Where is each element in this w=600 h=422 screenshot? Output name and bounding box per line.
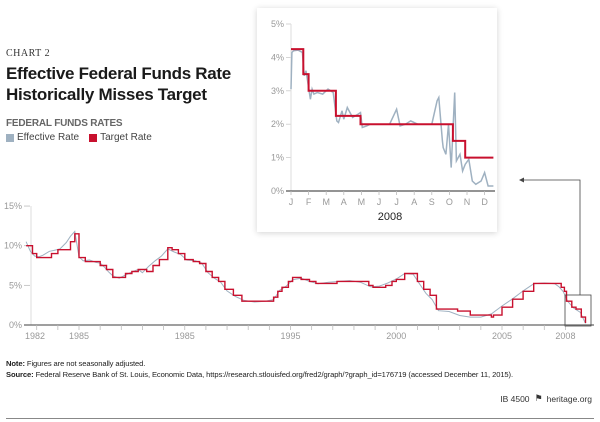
- source-line: Source: Federal Reserve Bank of St. Loui…: [6, 370, 513, 381]
- inset-y-tick-label: 4%: [271, 52, 284, 62]
- inset-x-tick-label: D: [481, 197, 488, 207]
- inset-x-tick-label: O: [446, 197, 453, 207]
- liberty-bell-icon: ⚑: [534, 393, 543, 403]
- chart-title: Effective Federal Funds Rate Historicall…: [6, 63, 231, 105]
- main-target-rate-line: [26, 233, 587, 323]
- inset-y-tick-label: 2%: [271, 119, 284, 129]
- main-x-tick-label: 2000: [386, 331, 406, 341]
- inset-chart-axes: 0%1%2%3%4%5%J F M A M J J A S O N D: [271, 19, 495, 207]
- inset-chart-2008: 0%1%2%3%4%5%J F M A M J J A S O N D 2008: [271, 19, 495, 223]
- connector-line: [523, 179, 581, 295]
- note-text: Figures are not seasonally adjusted.: [24, 359, 146, 368]
- inset-x-tick-label: J: [394, 197, 399, 207]
- main-y-tick-label: 0%: [9, 320, 22, 330]
- legend-label-effective: Effective Rate: [17, 132, 80, 143]
- inset-y-tick-label: 5%: [271, 19, 284, 29]
- main-effective-rate-line: [25, 230, 586, 324]
- note-label: Note:: [6, 359, 25, 368]
- note-line: Note: Figures are not seasonally adjuste…: [6, 359, 513, 370]
- chart-title-line-2: Historically Misses Target: [6, 85, 207, 104]
- inset-x-tick-label: J: [377, 197, 382, 207]
- main-x-tick-label: 1982: [25, 331, 45, 341]
- legend: Effective Rate Target Rate: [6, 132, 162, 143]
- source-label: Source:: [6, 369, 34, 379]
- main-chart-axes: 0% 5% 10% 15% 1982 1985 1985 1995 2000 2005 2008: [4, 201, 594, 341]
- main-x-tick-label: 1985: [175, 331, 195, 341]
- legend-swatch-effective: [6, 133, 14, 142]
- legend-item-effective: Effective Rate: [6, 132, 79, 143]
- inset-x-tick-label: M: [358, 197, 366, 207]
- main-chart: 0% 5% 10% 15% 1982 1985 1985 1995 2000 2005 2008: [4, 177, 594, 341]
- chart-subtitle: FEDERAL FUNDS RATES: [6, 118, 123, 129]
- inset-x-tick-label: J: [289, 197, 294, 207]
- highlight-box-2008: [564, 294, 592, 327]
- legend-label-target: Target Rate: [100, 132, 152, 143]
- legend-swatch-target: [89, 133, 98, 142]
- legend-item-target: Target Rate: [89, 132, 152, 143]
- main-y-tick-label: 5%: [9, 280, 22, 290]
- inset-x-tick-label: M: [322, 197, 330, 207]
- main-x-tick-label: 1985: [69, 331, 89, 341]
- main-y-tick-label: 15%: [4, 201, 22, 211]
- inset-x-tick-label: N: [464, 197, 471, 207]
- inset-x-tick-label: A: [411, 197, 417, 207]
- inset-effective-rate-line: [290, 49, 494, 187]
- chart-title-line-1: Effective Federal Funds Rate: [6, 64, 231, 83]
- inset-panel-2008: [257, 8, 497, 232]
- chart-kicker: CHART 2: [6, 48, 51, 59]
- main-y-tick-label: 10%: [4, 241, 22, 251]
- footer: IB 4500 ⚑ heritage.org: [500, 393, 592, 404]
- inset-y-tick-label: 0%: [271, 186, 284, 196]
- source-text: Federal Reserve Bank of St. Louis, Econo…: [33, 369, 514, 379]
- inset-x-tick-label: A: [341, 197, 347, 207]
- inset-x-tick-label: S: [429, 197, 435, 207]
- inset-x-axis-label: 2008: [378, 211, 402, 223]
- inset-target-rate-line: [291, 48, 494, 159]
- notes: Note: Figures are not seasonally adjuste…: [6, 359, 513, 380]
- connector-arrowhead: [519, 177, 524, 183]
- inset-y-tick-label: 1%: [271, 153, 284, 163]
- publication-id: IB 4500: [500, 393, 530, 404]
- main-x-tick-label: 2005: [492, 331, 512, 341]
- bottom-rule: [6, 418, 594, 419]
- inset-y-tick-label: 3%: [271, 86, 284, 96]
- main-x-tick-label: 1995: [280, 331, 300, 341]
- main-x-tick-label: 2008: [555, 331, 575, 341]
- site-link[interactable]: heritage.org: [546, 393, 592, 404]
- inset-x-tick-label: F: [306, 197, 312, 207]
